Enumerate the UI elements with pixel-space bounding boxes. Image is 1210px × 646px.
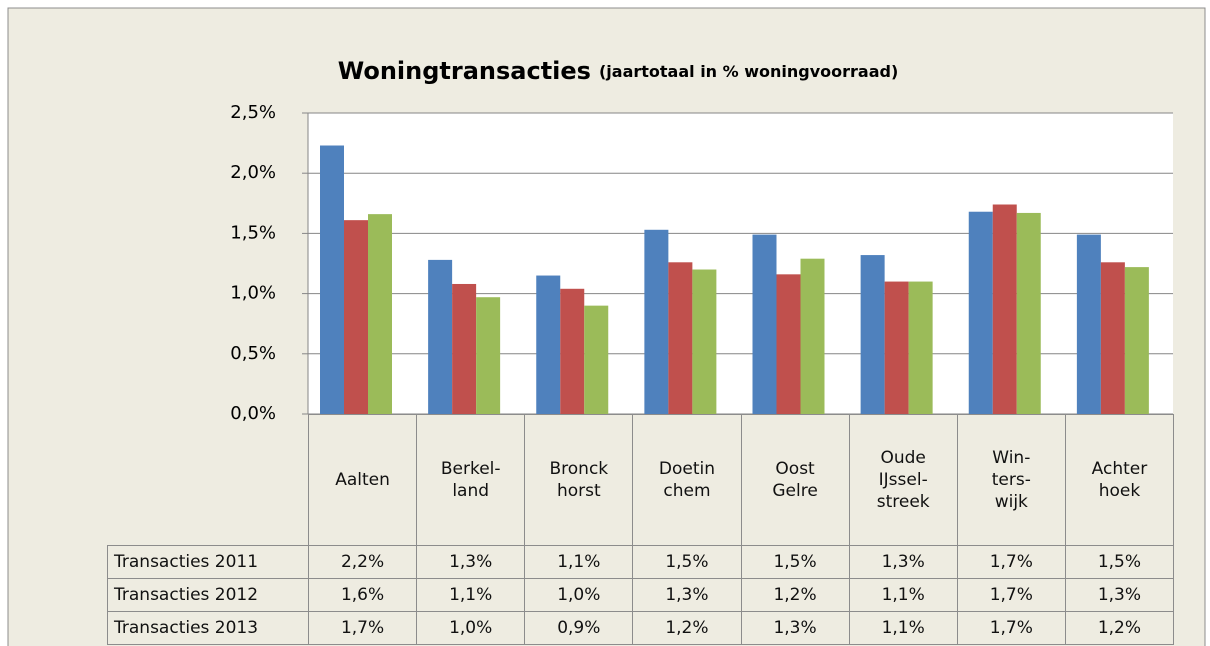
bar bbox=[536, 275, 561, 414]
category-label: Oude IJssel- streek bbox=[848, 414, 958, 546]
bar bbox=[644, 229, 669, 414]
bar bbox=[752, 234, 777, 414]
value-label: 1,0% bbox=[524, 578, 634, 612]
bar bbox=[320, 145, 344, 414]
value-label: 1,3% bbox=[632, 578, 742, 612]
value-label: 1,5% bbox=[632, 545, 742, 579]
bar bbox=[476, 297, 501, 414]
value-label: 1,5% bbox=[1064, 545, 1174, 579]
bar bbox=[584, 305, 609, 414]
value-label: 1,7% bbox=[308, 611, 418, 645]
bar bbox=[692, 269, 717, 414]
value-label: 1,2% bbox=[1064, 611, 1174, 645]
category-label: Berkel- land bbox=[416, 414, 526, 546]
value-label: 1,1% bbox=[416, 578, 526, 612]
chart-title-group: Woningtransacties (jaartotaal in % woning… bbox=[338, 57, 899, 85]
bar bbox=[1100, 262, 1125, 414]
chart-title: Woningtransacties bbox=[338, 57, 591, 85]
value-label: 1,7% bbox=[956, 578, 1066, 612]
value-label: 1,2% bbox=[740, 578, 850, 612]
bar bbox=[800, 258, 825, 414]
bar bbox=[428, 259, 453, 414]
bar bbox=[344, 220, 368, 414]
chart-subtitle: (jaartotaal in % woningvoorraad) bbox=[599, 62, 898, 81]
category-label: Win- ters- wijk bbox=[956, 414, 1066, 546]
value-label: 2,2% bbox=[308, 545, 418, 579]
value-label: 1,3% bbox=[416, 545, 526, 579]
y-tick-label: 1,5% bbox=[230, 222, 276, 243]
y-tick-label: 1,0% bbox=[230, 283, 276, 304]
value-label: 1,5% bbox=[740, 545, 850, 579]
value-label: 1,3% bbox=[1064, 578, 1174, 612]
legend-label: Transacties 2013 bbox=[107, 611, 309, 645]
value-label: 1,3% bbox=[740, 611, 850, 645]
value-label: 1,1% bbox=[848, 578, 958, 612]
category-label: Aalten bbox=[308, 414, 418, 546]
bar bbox=[908, 281, 933, 414]
category-label: Achter hoek bbox=[1064, 414, 1174, 546]
value-label: 1,7% bbox=[956, 611, 1066, 645]
y-tick-label: 2,0% bbox=[230, 162, 276, 183]
bar bbox=[1016, 212, 1041, 414]
y-tick-label: 0,5% bbox=[230, 343, 276, 364]
value-label: 0,9% bbox=[524, 611, 634, 645]
bar bbox=[1124, 267, 1149, 414]
bar bbox=[968, 211, 993, 414]
bar bbox=[884, 281, 909, 414]
value-label: 1,0% bbox=[416, 611, 526, 645]
bar bbox=[860, 255, 885, 414]
bar bbox=[368, 214, 392, 414]
category-label: Oost Gelre bbox=[740, 414, 850, 546]
bar bbox=[1076, 234, 1101, 414]
bar bbox=[668, 262, 693, 414]
value-label: 1,1% bbox=[848, 611, 958, 645]
value-label: 1,7% bbox=[956, 545, 1066, 579]
category-label: Bronck horst bbox=[524, 414, 634, 546]
value-label: 1,1% bbox=[524, 545, 634, 579]
legend-label: Transacties 2011 bbox=[107, 545, 309, 579]
bar bbox=[992, 204, 1017, 414]
legend-label: Transacties 2012 bbox=[107, 578, 309, 612]
bar bbox=[560, 288, 585, 414]
y-tick-label: 0,0% bbox=[230, 403, 276, 424]
value-label: 1,3% bbox=[848, 545, 958, 579]
y-tick-label: 2,5% bbox=[230, 102, 276, 123]
value-label: 1,2% bbox=[632, 611, 742, 645]
category-label: Doetin chem bbox=[632, 414, 742, 546]
value-label: 1,6% bbox=[308, 578, 418, 612]
bar bbox=[452, 283, 477, 414]
bar bbox=[776, 274, 801, 414]
